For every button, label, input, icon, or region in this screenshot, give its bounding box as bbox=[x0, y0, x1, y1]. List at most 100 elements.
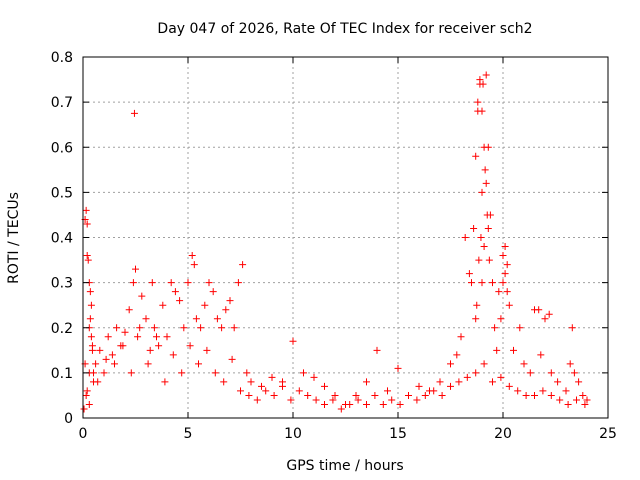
data-point bbox=[102, 355, 110, 363]
data-point bbox=[331, 391, 339, 399]
data-point bbox=[455, 378, 463, 386]
data-point bbox=[211, 369, 219, 377]
data-point bbox=[130, 109, 138, 117]
data-point bbox=[209, 288, 217, 296]
x-axis-ticks: 0 5 10 15 20 25 bbox=[79, 57, 617, 442]
data-point bbox=[472, 315, 480, 323]
data-point bbox=[337, 405, 345, 413]
data-point bbox=[430, 387, 438, 395]
data-point bbox=[566, 360, 574, 368]
data-point bbox=[178, 369, 186, 377]
data-point bbox=[138, 292, 146, 300]
data-point bbox=[108, 351, 116, 359]
data-point bbox=[394, 364, 402, 372]
data-point bbox=[489, 378, 496, 386]
y-axis-ticks: 0 0.1 0.2 0.3 0.4 0.5 0.6 0.7 0.8 bbox=[51, 50, 608, 427]
data-point bbox=[245, 391, 253, 399]
data-point bbox=[86, 288, 94, 296]
data-point bbox=[226, 297, 234, 305]
data-point bbox=[478, 107, 486, 115]
data-point bbox=[146, 346, 154, 354]
data-point bbox=[472, 369, 480, 377]
data-point bbox=[84, 256, 92, 264]
data-point bbox=[119, 342, 127, 350]
x-tick-label: 10 bbox=[284, 426, 302, 442]
data-point bbox=[477, 234, 485, 241]
data-point bbox=[495, 288, 503, 296]
data-point bbox=[371, 391, 379, 399]
data-point bbox=[100, 369, 108, 377]
data-point bbox=[373, 346, 381, 354]
data-point bbox=[478, 188, 486, 196]
data-point bbox=[195, 360, 202, 368]
data-point bbox=[247, 378, 255, 386]
data-point bbox=[520, 360, 528, 368]
data-point bbox=[144, 360, 152, 368]
data-point bbox=[150, 324, 158, 332]
data-point bbox=[167, 279, 175, 287]
data-point bbox=[148, 279, 156, 287]
data-point bbox=[82, 391, 90, 399]
data-point bbox=[564, 400, 572, 408]
data-point bbox=[539, 387, 547, 395]
data-point bbox=[230, 324, 238, 332]
data-point bbox=[262, 387, 270, 395]
data-point bbox=[475, 256, 483, 264]
data-point bbox=[415, 382, 423, 390]
data-point bbox=[537, 351, 545, 359]
data-point bbox=[190, 261, 198, 269]
data-point bbox=[180, 324, 188, 332]
data-point bbox=[541, 315, 549, 323]
data-point bbox=[213, 315, 221, 323]
data-point bbox=[568, 324, 576, 332]
data-point bbox=[310, 373, 318, 381]
data-point bbox=[171, 288, 179, 296]
data-point bbox=[363, 378, 370, 386]
y-axis-label: ROTI / TECUs bbox=[6, 192, 22, 284]
x-tick-label: 5 bbox=[184, 426, 193, 442]
data-point bbox=[531, 391, 538, 399]
data-point bbox=[562, 387, 570, 395]
data-point bbox=[503, 288, 511, 296]
data-point bbox=[573, 396, 580, 404]
data-point bbox=[480, 360, 488, 368]
data-point bbox=[83, 387, 91, 395]
data-point bbox=[470, 224, 478, 232]
data-point bbox=[556, 396, 564, 404]
data-point bbox=[481, 166, 489, 174]
data-point bbox=[87, 301, 95, 309]
data-point bbox=[457, 333, 465, 341]
data-point bbox=[547, 369, 555, 377]
data-point bbox=[279, 382, 286, 390]
y-tick-label: 0.5 bbox=[51, 185, 73, 201]
data-point bbox=[510, 346, 517, 354]
x-tick-label: 0 bbox=[79, 426, 88, 442]
grid-lines bbox=[83, 57, 608, 418]
y-tick-label: 0.8 bbox=[51, 50, 73, 66]
data-point bbox=[321, 382, 328, 390]
y-tick-label: 0.7 bbox=[51, 95, 73, 111]
y-tick-label: 0.3 bbox=[51, 276, 73, 292]
data-point bbox=[379, 400, 387, 408]
y-tick-label: 0.2 bbox=[51, 321, 73, 337]
data-point bbox=[96, 346, 104, 354]
data-point bbox=[188, 252, 196, 260]
x-tick-label: 15 bbox=[389, 426, 407, 442]
data-point bbox=[453, 351, 461, 359]
data-point bbox=[92, 360, 100, 368]
data-point bbox=[505, 301, 513, 309]
data-point bbox=[505, 382, 513, 390]
data-point bbox=[503, 261, 511, 269]
x-tick-label: 20 bbox=[494, 426, 512, 442]
data-point bbox=[88, 342, 96, 350]
data-point bbox=[421, 391, 429, 399]
data-point bbox=[461, 234, 469, 241]
data-point bbox=[438, 391, 446, 399]
data-point bbox=[478, 279, 486, 287]
data-point bbox=[321, 400, 328, 408]
data-point bbox=[295, 387, 303, 395]
data-point bbox=[499, 252, 507, 260]
y-tick-label: 0 bbox=[64, 411, 73, 427]
data-point bbox=[80, 405, 88, 413]
